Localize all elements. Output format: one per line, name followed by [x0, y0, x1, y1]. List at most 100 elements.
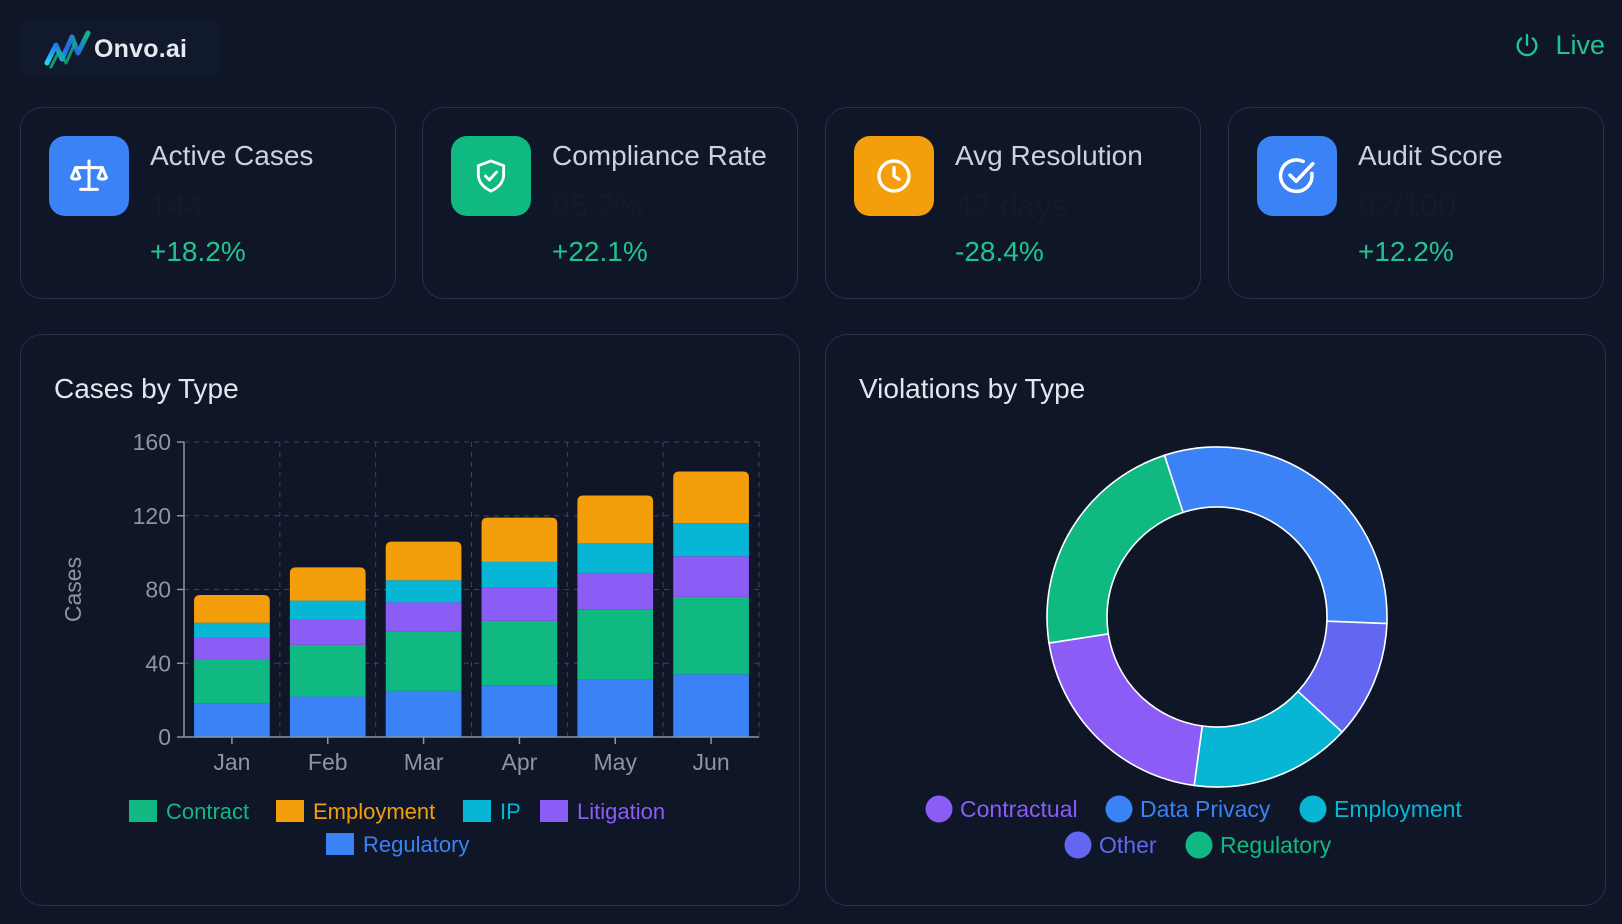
legend-item-contractual[interactable]: Contractual [925, 795, 1078, 823]
donut-slice-contractual[interactable] [1048, 632, 1204, 787]
bar-ip-mar[interactable] [385, 580, 462, 603]
legend-label: Regulatory [363, 832, 469, 857]
bar-ip-may[interactable] [577, 543, 654, 573]
brand-logo[interactable]: Onvo.ai [20, 20, 220, 78]
bar-regulatory-apr[interactable] [481, 685, 558, 737]
legend-dot [1105, 795, 1133, 823]
bar-litigation-feb[interactable] [289, 619, 366, 645]
legend-label: Employment [313, 799, 435, 824]
legend-item-data-privacy[interactable]: Data Privacy [1105, 795, 1271, 823]
legend-swatch [129, 800, 157, 822]
x-tick-label: Apr [502, 749, 538, 775]
cases-bar-chart: 0 40 80 120 160 Jan Feb Mar Apr May Jun Cases Contra… [60, 429, 760, 857]
donut-slice-data-privacy[interactable] [1163, 446, 1388, 625]
bar-litigation-mar[interactable] [385, 602, 462, 632]
kpi-card-active-cases[interactable]: Active Cases 144 +18.2% [20, 107, 396, 299]
bar-employment-jan[interactable] [194, 595, 270, 623]
bar-ip-jan[interactable] [194, 622, 270, 638]
bar-contract-apr[interactable] [481, 620, 558, 686]
check-circle-icon [1278, 158, 1315, 194]
legend-item-regulatory[interactable]: Regulatory [326, 832, 469, 857]
chart-grid [184, 441, 760, 737]
bar-ip-jun[interactable] [673, 523, 749, 557]
bar-contract-jun[interactable] [673, 596, 749, 675]
legend-label: Other [1099, 832, 1157, 858]
y-tick-label: 160 [133, 429, 171, 455]
bar-litigation-jun[interactable] [673, 556, 749, 597]
bar-employment-apr[interactable] [481, 517, 558, 562]
bar-legend: Contract Employment IP Litigation Regulatory [129, 799, 665, 857]
bar-contract-jan[interactable] [194, 659, 270, 704]
bar-contract-mar[interactable] [385, 631, 462, 691]
kpi-change: +18.2% [150, 236, 246, 267]
legend-label: Regulatory [1220, 832, 1332, 858]
legend-item-regulatory[interactable]: Regulatory [1185, 831, 1332, 859]
clock-icon [877, 159, 911, 193]
violations-donut-chart: Contractual Data Privacy Employment Other Re… [925, 446, 1463, 859]
live-label: Live [1555, 30, 1605, 60]
bar-regulatory-jan[interactable] [194, 703, 270, 737]
bar-regulatory-mar[interactable] [385, 690, 462, 737]
kpi-label: Avg Resolution [955, 140, 1143, 171]
legend-label: Employment [1334, 796, 1462, 822]
x-tick-label: Jun [693, 749, 730, 775]
x-tick-label: Jan [213, 749, 250, 775]
header: Onvo.ai Live [0, 0, 1622, 96]
kpi-card-audit-score[interactable]: Audit Score 92/100 +12.2% [1228, 107, 1604, 299]
bar-ip-apr[interactable] [481, 561, 558, 588]
legend-item-contract[interactable]: Contract [129, 799, 249, 824]
violations-by-type-panel: Violations by Type Contractual Data Priva… [825, 334, 1606, 906]
bar-regulatory-jun[interactable] [673, 674, 749, 737]
kpi-change: -28.4% [955, 236, 1044, 267]
y-axis-label: Cases [60, 557, 86, 622]
bar-employment-may[interactable] [577, 495, 654, 544]
bar-regulatory-feb[interactable] [289, 696, 366, 737]
cases-by-type-panel: Cases by Type 0 40 80 120 160 Jan Feb Mar Apr May… [20, 334, 800, 906]
kpi-label: Audit Score [1358, 140, 1503, 171]
kpi-card-compliance-rate[interactable]: Compliance Rate 95.2% +22.1% [422, 107, 798, 299]
legend-dot [1064, 831, 1092, 859]
legend-dot [1185, 831, 1213, 859]
kpi-value: 95.2% [552, 188, 643, 224]
bar-contract-may[interactable] [577, 609, 654, 680]
live-status[interactable]: Live [1513, 30, 1605, 61]
y-tick-label: 0 [158, 724, 171, 750]
legend-item-litigation[interactable]: Litigation [540, 799, 665, 824]
bar-employment-jun[interactable] [673, 471, 749, 524]
y-tick-label: 120 [133, 503, 171, 529]
kpi-icon-box [451, 136, 531, 216]
bar-regulatory-may[interactable] [577, 679, 654, 737]
legend-item-other[interactable]: Other [1064, 831, 1157, 859]
bar-contract-feb[interactable] [289, 644, 366, 697]
bar-ip-feb[interactable] [289, 600, 366, 619]
legend-item-employment[interactable]: Employment [1299, 795, 1463, 823]
scale-icon [70, 159, 108, 191]
legend-label: Litigation [577, 799, 665, 824]
donut-legend: Contractual Data Privacy Employment Other Re… [925, 795, 1463, 859]
kpi-label: Active Cases [150, 140, 314, 171]
legend-swatch [276, 800, 304, 822]
y-tick-label: 80 [145, 577, 171, 603]
kpi-card-avg-resolution[interactable]: Avg Resolution 42 days -28.4% [825, 107, 1201, 299]
bar-litigation-may[interactable] [577, 572, 654, 610]
bar-employment-feb[interactable] [289, 567, 366, 601]
legend-swatch [326, 833, 354, 855]
power-icon [1517, 33, 1538, 56]
brand-name: Onvo.ai [94, 34, 188, 63]
x-tick-label: Feb [308, 749, 348, 775]
legend-label: Contractual [960, 796, 1078, 822]
kpi-icon-box [49, 136, 129, 216]
kpi-value: 144 [150, 188, 204, 224]
legend-item-ip[interactable]: IP [463, 799, 521, 824]
kpi-change: +22.1% [552, 236, 648, 267]
bar-employment-mar[interactable] [385, 541, 462, 581]
kpi-label: Compliance Rate [552, 140, 767, 171]
bar-series-group [194, 471, 749, 737]
kpi-change: +12.2% [1358, 236, 1454, 267]
donut-slice-regulatory[interactable] [1046, 454, 1185, 644]
legend-item-employment[interactable]: Employment [276, 799, 435, 824]
bar-litigation-jan[interactable] [194, 637, 270, 660]
legend-label: IP [500, 799, 521, 824]
legend-label: Contract [166, 799, 249, 824]
bar-litigation-apr[interactable] [481, 587, 558, 621]
